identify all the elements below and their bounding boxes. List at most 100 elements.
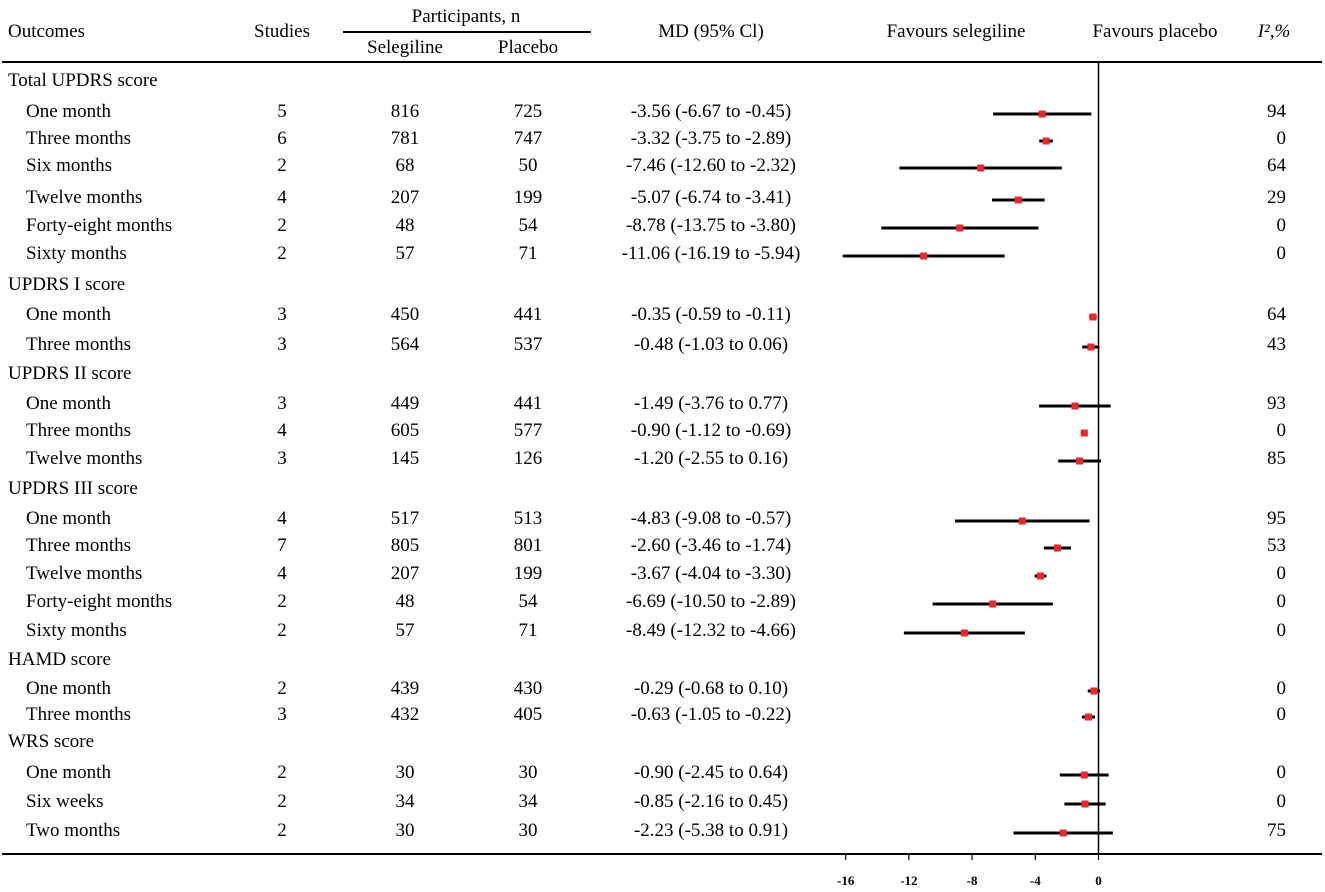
point-estimate — [956, 224, 964, 232]
row-label: One month — [26, 508, 111, 529]
row-label: One month — [26, 393, 111, 414]
selegiline-n: 605 — [390, 420, 420, 441]
i2-value: 0 — [1276, 791, 1287, 812]
placebo-n: 54 — [518, 591, 538, 612]
row-label: Sixty months — [26, 243, 127, 264]
point-estimate — [1053, 544, 1061, 552]
x-tick-label: -4 — [1030, 873, 1041, 888]
i2-value: 0 — [1276, 620, 1287, 641]
studies-value: 2 — [277, 762, 287, 783]
placebo-n: 747 — [513, 128, 543, 149]
row-label: Three months — [26, 704, 132, 725]
i2-value: 75 — [1267, 820, 1286, 841]
md-ci-text: -7.46 (-12.60 to -2.32) — [626, 155, 796, 176]
point-estimate — [1080, 771, 1088, 779]
selegiline-n: 68 — [395, 155, 415, 176]
md-ci-text: -3.56 (-6.67 to -0.45) — [630, 101, 792, 122]
md-ci-text: -11.06 (-16.19 to -5.94) — [621, 243, 801, 264]
row-label: Twelve months — [26, 187, 143, 208]
row-label: Six weeks — [26, 791, 104, 812]
placebo-n: 537 — [513, 334, 543, 355]
row-label: Three months — [26, 334, 132, 355]
studies-value: 4 — [277, 420, 287, 441]
placebo-n: 54 — [518, 215, 538, 236]
header-favours-placebo: Favours placebo — [1092, 21, 1218, 42]
group-heading: HAMD score — [8, 649, 111, 670]
md-ci-text: -1.20 (-2.55 to 0.16) — [633, 448, 789, 469]
md-ci-text: -0.29 (-0.68 to 0.10) — [633, 678, 789, 699]
point-estimate — [1071, 402, 1079, 410]
group-heading: UPDRS II score — [8, 363, 132, 384]
i2-value: 43 — [1267, 334, 1286, 355]
selegiline-n: 564 — [390, 334, 420, 355]
placebo-n: 199 — [513, 563, 543, 584]
row-label: One month — [26, 101, 111, 122]
i2-value: 95 — [1267, 508, 1286, 529]
placebo-n: 801 — [513, 535, 543, 556]
studies-value: 3 — [277, 393, 287, 414]
group-heading: UPDRS III score — [8, 478, 138, 499]
studies-value: 4 — [277, 187, 287, 208]
selegiline-n: 432 — [390, 704, 420, 725]
i2-value: 29 — [1267, 187, 1286, 208]
studies-value: 3 — [277, 448, 287, 469]
point-estimate — [1018, 517, 1026, 525]
point-estimate — [960, 629, 968, 637]
placebo-n: 513 — [513, 508, 543, 529]
header-md: MD (95% Cl) — [658, 21, 764, 42]
row-label: Six months — [26, 155, 113, 176]
selegiline-n: 30 — [395, 820, 415, 841]
i2-value: 0 — [1276, 215, 1287, 236]
selegiline-n: 57 — [395, 620, 415, 641]
header-placebo: Placebo — [497, 37, 559, 58]
studies-value: 2 — [277, 155, 287, 176]
x-tick-label: -16 — [837, 873, 855, 888]
header-outcomes: Outcomes — [8, 21, 86, 42]
studies-value: 7 — [277, 535, 287, 556]
studies-value: 2 — [277, 791, 287, 812]
row-label: Twelve months — [26, 563, 143, 584]
md-ci-text: -3.32 (-3.75 to -2.89) — [630, 128, 792, 149]
selegiline-n: 48 — [395, 591, 415, 612]
selegiline-n: 207 — [390, 563, 420, 584]
i2-value: 0 — [1276, 591, 1287, 612]
studies-value: 5 — [277, 101, 287, 122]
studies-value: 2 — [277, 678, 287, 699]
row-label: One month — [26, 304, 111, 325]
point-estimate — [1038, 110, 1046, 118]
placebo-n: 430 — [513, 678, 543, 699]
i2-value: 0 — [1276, 128, 1287, 149]
selegiline-n: 517 — [390, 508, 420, 529]
md-ci-text: -0.85 (-2.16 to 0.45) — [633, 791, 789, 812]
md-ci-text: -2.23 (-5.38 to 0.91) — [633, 820, 789, 841]
studies-value: 2 — [277, 215, 287, 236]
group-heading: WRS score — [8, 731, 95, 752]
md-ci-text: -5.07 (-6.74 to -3.41) — [630, 187, 792, 208]
studies-value: 6 — [277, 128, 287, 149]
row-label: Three months — [26, 128, 132, 149]
point-estimate — [1085, 713, 1093, 721]
point-estimate — [989, 600, 997, 608]
placebo-n: 405 — [513, 704, 543, 725]
placebo-n: 441 — [513, 304, 543, 325]
x-tick-label: 0 — [1095, 873, 1102, 888]
md-ci-text: -6.69 (-10.50 to -2.89) — [626, 591, 796, 612]
point-estimate — [1059, 829, 1067, 837]
placebo-n: 71 — [518, 243, 538, 264]
i2-value: 0 — [1276, 704, 1287, 725]
point-estimate — [1042, 137, 1050, 145]
placebo-n: 30 — [518, 820, 538, 841]
group-heading: UPDRS I score — [8, 274, 126, 295]
i2-value: 85 — [1267, 448, 1286, 469]
x-tick-label: -8 — [967, 873, 978, 888]
placebo-n: 34 — [518, 791, 538, 812]
row-label: Forty-eight months — [26, 215, 173, 236]
i2-value: 53 — [1267, 535, 1286, 556]
studies-value: 4 — [277, 563, 287, 584]
md-ci-text: -0.63 (-1.05 to -0.22) — [630, 704, 792, 725]
point-estimate — [1037, 572, 1045, 580]
studies-value: 4 — [277, 508, 287, 529]
selegiline-n: 439 — [390, 678, 420, 699]
i2-value: 0 — [1276, 762, 1287, 783]
